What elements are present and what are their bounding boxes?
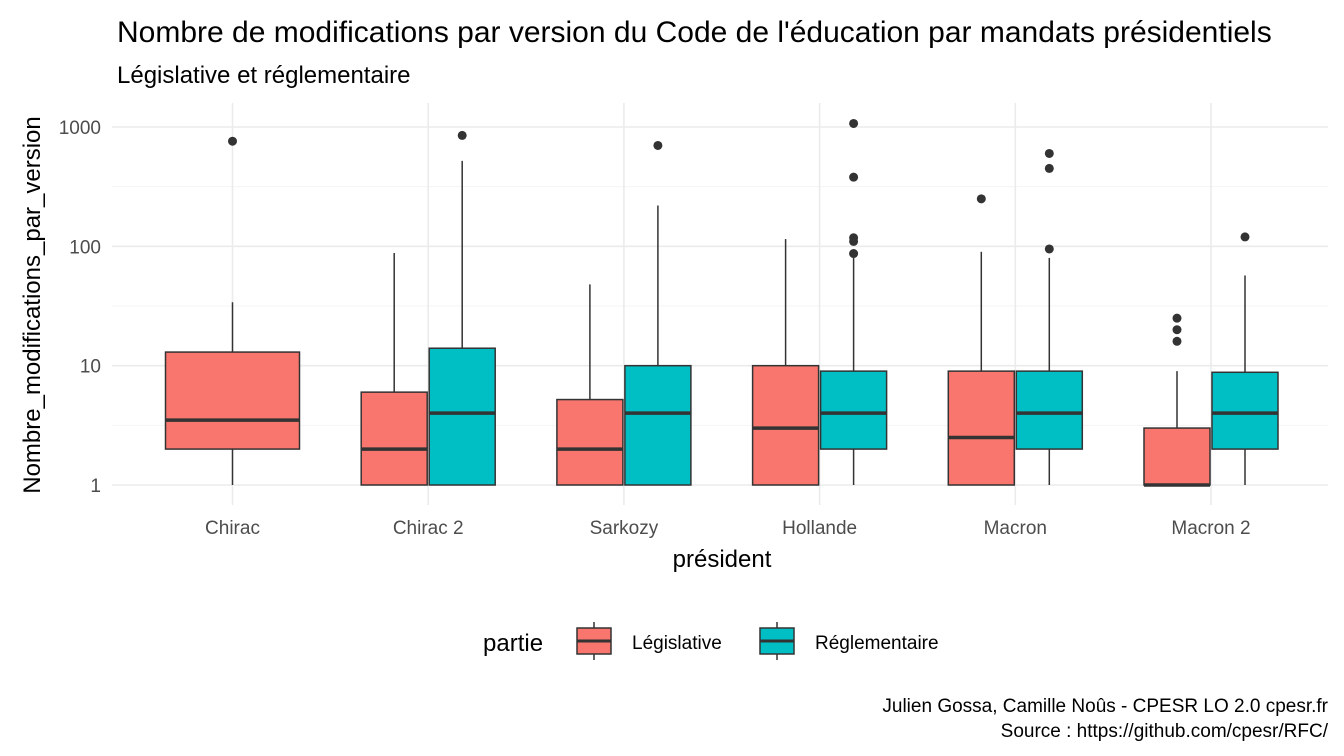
y-tick-label: 100 — [69, 237, 101, 258]
box-réglementaire-sarkozy — [624, 140, 692, 486]
box-body — [1143, 427, 1211, 486]
chart-title: Nombre de modifications par version du C… — [117, 16, 1272, 49]
box-législative-chirac — [164, 136, 301, 485]
outlier-point — [1172, 336, 1182, 346]
legend-key-reglementaire — [759, 622, 795, 660]
box-body — [1211, 371, 1279, 450]
outlier-point — [1240, 232, 1250, 242]
box-body — [819, 370, 888, 450]
box-body — [360, 391, 428, 486]
caption-credits: Julien Gossa, Camille Noûs - CPESR LO 2.… — [882, 696, 1328, 717]
outlier-point — [653, 140, 663, 150]
outlier-point — [976, 194, 986, 204]
box-body — [751, 364, 820, 486]
outlier-point — [849, 233, 859, 243]
box-législative-macron-2 — [1143, 313, 1211, 487]
x-tick-label: Macron 2 — [1171, 518, 1250, 539]
y-tick-label: 1000 — [59, 118, 101, 139]
outlier-point — [1172, 313, 1182, 323]
legend-label-reglementaire: Réglementaire — [815, 633, 939, 654]
legend-label-legislative: Législative — [632, 633, 722, 654]
plot-grid — [112, 103, 1328, 505]
outlier-point — [457, 130, 467, 140]
box-réglementaire-macron — [1015, 148, 1084, 485]
outlier-point — [849, 118, 859, 128]
box-body — [947, 370, 1016, 486]
outlier-point — [228, 136, 237, 146]
x-tick-label: Hollande — [782, 518, 857, 539]
box-législative-hollande — [751, 239, 820, 486]
plot-boxes — [164, 118, 1279, 487]
box-réglementaire-chirac-2 — [428, 130, 496, 486]
x-tick-label: Chirac — [205, 518, 260, 539]
x-axis-label: président — [673, 546, 772, 573]
box-législative-macron — [947, 194, 1016, 486]
legend: partie Législative Réglementaire — [483, 622, 939, 660]
y-axis-label: Nombre_modifications_par_version — [19, 116, 46, 494]
box-body — [164, 351, 301, 450]
x-tick-label: Sarkozy — [590, 518, 659, 539]
x-tick-label: Macron — [984, 518, 1047, 539]
axis-ticks: 1 10 100 1000 Chirac Chirac 2 Sarkozy Hollande M… — [59, 118, 1251, 539]
outlier-point — [849, 172, 859, 182]
outlier-point — [849, 249, 859, 259]
box-body — [624, 364, 692, 486]
y-tick-label: 10 — [80, 357, 101, 378]
box-body — [556, 398, 624, 486]
caption-source: Source : https://github.com/cpesr/RFC/ — [1001, 721, 1329, 742]
outlier-point — [1044, 148, 1054, 158]
box-body — [428, 347, 496, 486]
box-réglementaire-hollande — [819, 118, 888, 485]
x-tick-label: Chirac 2 — [393, 518, 464, 539]
outlier-point — [1172, 325, 1182, 335]
legend-title: partie — [483, 630, 543, 657]
outlier-point — [1044, 163, 1054, 173]
box-réglementaire-macron-2 — [1211, 232, 1279, 485]
outlier-point — [1044, 244, 1054, 254]
y-tick-label: 1 — [90, 476, 101, 497]
box-body — [1015, 370, 1084, 450]
chart-subtitle: Législative et réglementaire — [117, 62, 411, 89]
legend-key-legislative — [576, 622, 612, 660]
box-législative-chirac-2 — [360, 252, 428, 486]
box-législative-sarkozy — [556, 284, 624, 486]
